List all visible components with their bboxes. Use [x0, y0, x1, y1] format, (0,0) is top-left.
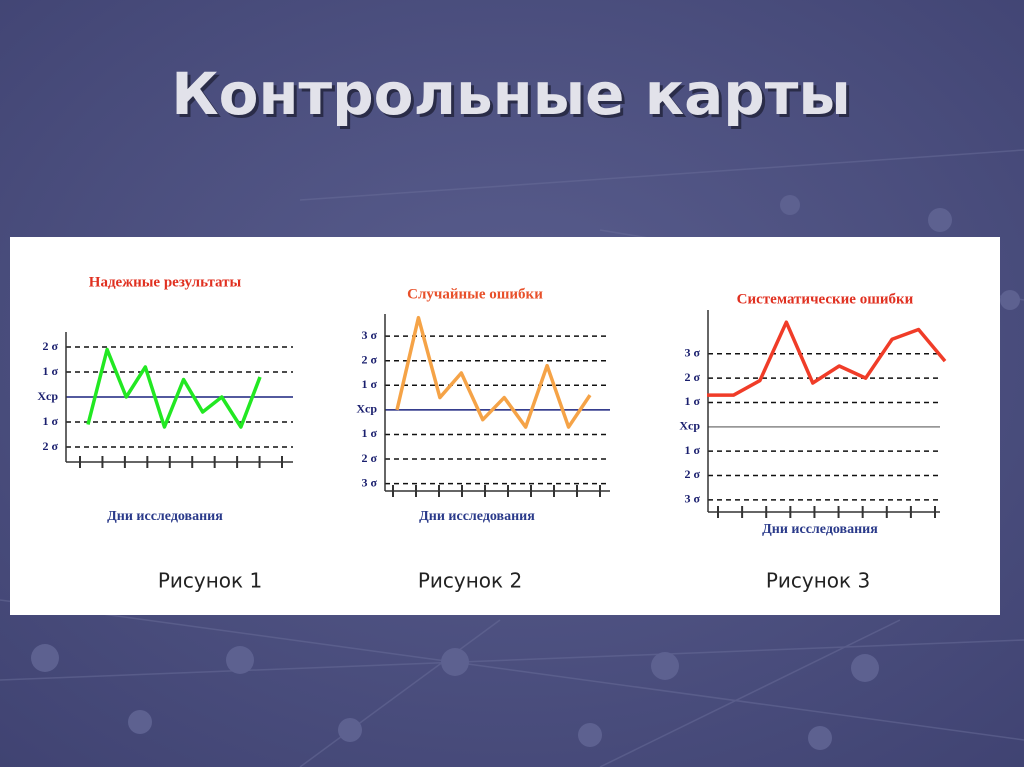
slide-title: Контрольные карты: [171, 60, 851, 128]
figure-caption: Рисунок 3: [766, 569, 870, 593]
x-axis-label: Дни исследования: [107, 509, 223, 524]
title-shadow: Контрольные карты: [174, 63, 854, 131]
data-line: [86, 347, 262, 429]
y-tick-label: Xср: [679, 419, 700, 433]
y-tick-label: 3 σ: [361, 475, 377, 489]
chart-title: Систематические ошибки: [737, 291, 914, 307]
y-tick-label: 1 σ: [42, 364, 58, 378]
y-tick-label: 1 σ: [684, 443, 700, 457]
background-dots: [31, 195, 1020, 750]
y-tick-label: 2 σ: [361, 451, 377, 465]
chart-title: Надежные результаты: [89, 274, 242, 290]
y-tick-label: 2 σ: [361, 352, 377, 366]
y-tick-label: 3 σ: [361, 328, 377, 342]
y-tick-label: 3 σ: [684, 346, 700, 360]
y-tick-label: Xср: [356, 402, 377, 416]
figure-panel: [10, 237, 1000, 615]
y-tick-label: 1 σ: [684, 394, 700, 408]
figure-caption: Рисунок 2: [418, 569, 522, 593]
data-line: [395, 315, 592, 429]
y-tick-label: Xср: [37, 389, 58, 403]
y-tick-label: 2 σ: [684, 467, 700, 481]
data-line: [707, 320, 947, 397]
y-tick-label: 1 σ: [42, 414, 58, 428]
chart-title: Случайные ошибки: [407, 286, 543, 302]
y-tick-label: 1 σ: [361, 377, 377, 391]
y-tick-label: 1 σ: [361, 426, 377, 440]
x-axis-label: Дни исследования: [762, 522, 878, 537]
y-tick-label: 3 σ: [684, 492, 700, 506]
y-tick-label: 2 σ: [42, 339, 58, 353]
x-axis-label: Дни исследования: [419, 509, 535, 524]
y-tick-label: 2 σ: [684, 370, 700, 384]
y-tick-label: 2 σ: [42, 439, 58, 453]
figure-caption: Рисунок 1: [158, 569, 262, 593]
